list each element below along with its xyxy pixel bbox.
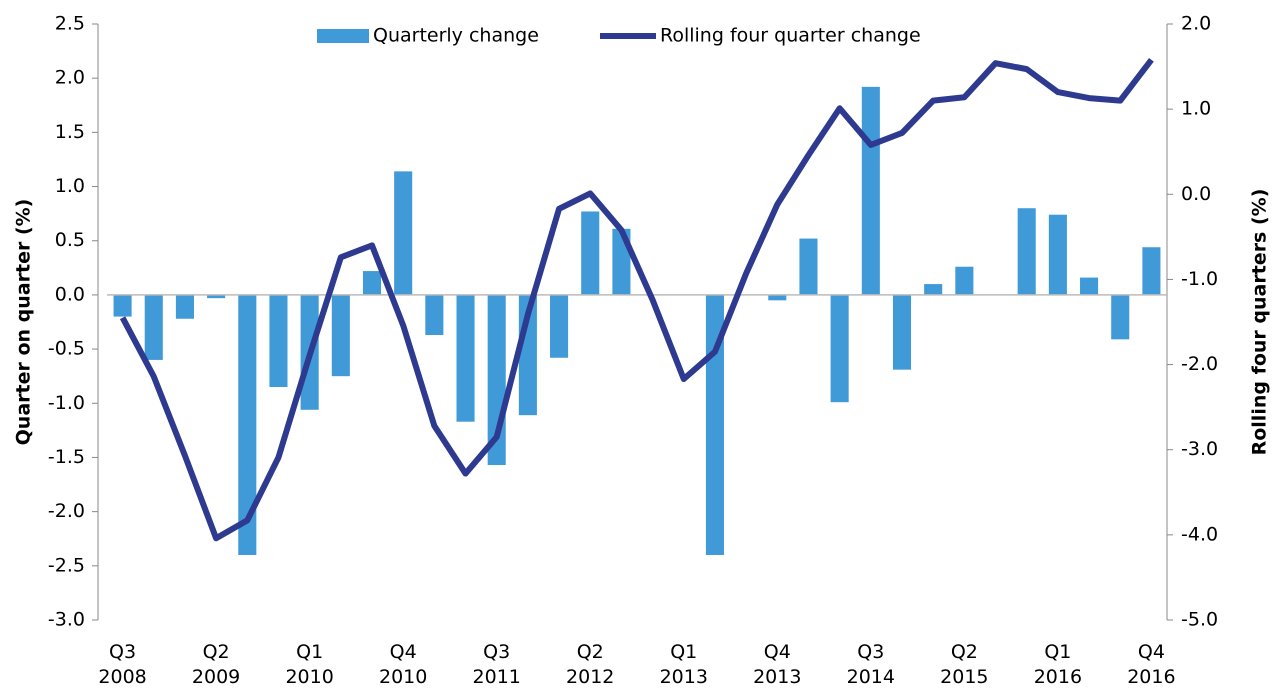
y2-tick-label: 0.0 (1181, 183, 1211, 205)
bar (924, 284, 943, 295)
x-tick-label: Q3 2011 (472, 641, 521, 688)
x-tick-label: Q4 2016 (1127, 641, 1176, 688)
y-tick-label: 0.5 (55, 229, 85, 251)
y-tick-label: 2.0 (55, 67, 85, 89)
bar (456, 294, 475, 422)
bar (175, 294, 194, 319)
bar (144, 294, 163, 360)
legend-swatch (317, 29, 369, 43)
bar (1111, 294, 1130, 340)
line (119, 57, 1154, 542)
legend-label: Quarterly change (373, 25, 539, 47)
y-tick-label: -3.0 (48, 609, 85, 631)
y2-tick-label: -3.0 (1181, 438, 1218, 460)
x-tick-label: Q1 2013 (659, 641, 708, 688)
bar (705, 294, 724, 555)
y-tick-label: -2.5 (48, 554, 85, 576)
y2-tick-label: -1.0 (1181, 268, 1218, 290)
y2-axis-title: Rolling four quarters (%) (1249, 189, 1271, 456)
bar (394, 171, 413, 295)
bar (269, 294, 288, 388)
bar (1048, 214, 1067, 295)
x-tick-label: Q1 2016 (1033, 641, 1083, 688)
bar (955, 266, 974, 295)
bar (768, 294, 787, 301)
x-tick-label: Q4 2010 (378, 641, 428, 688)
y2-tick-label: -5.0 (1181, 609, 1218, 631)
x-tick-label: Q2 2009 (191, 641, 241, 688)
x-tick-label: Q4 2013 (753, 641, 802, 688)
bar (581, 211, 600, 295)
bar (861, 86, 880, 295)
y-tick-label: -0.5 (48, 338, 85, 360)
y-tick-label: 0.0 (55, 283, 85, 305)
y2-tick-label: 1.0 (1181, 98, 1211, 120)
y2-tick-label: -2.0 (1181, 353, 1218, 375)
bar (830, 294, 849, 403)
y-axis-title: Quarter on quarter (%) (13, 199, 35, 446)
x-tick-label: Q3 2008 (98, 641, 147, 688)
bar (550, 294, 569, 358)
y-tick-label: 1.5 (55, 121, 85, 143)
bar (331, 294, 350, 377)
y-tick-label: 1.0 (55, 175, 85, 197)
bar (207, 294, 226, 299)
bar (425, 294, 444, 336)
bar (238, 294, 257, 555)
y-tick-label: -2.0 (48, 500, 85, 522)
bar (1142, 247, 1161, 295)
x-tick-label: Q2 2012 (566, 641, 615, 688)
bar (799, 238, 818, 295)
y-tick-label: -1.5 (48, 446, 85, 468)
x-tick-label: Q2 2015 (940, 641, 989, 688)
bar (1080, 277, 1099, 295)
bar (892, 294, 912, 370)
y-tick-label: 2.5 (55, 13, 85, 35)
y2-tick-label: -4.0 (1181, 523, 1218, 545)
x-tick-label: Q1 2010 (285, 641, 334, 688)
bar (362, 271, 382, 295)
bar (113, 294, 132, 317)
y2-tick-label: 2.0 (1181, 13, 1211, 35)
legend-label: Rolling four quarter change (660, 25, 921, 47)
x-tick-label: Q3 2014 (846, 641, 895, 688)
bar (1017, 208, 1036, 295)
y-tick-label: -1.0 (48, 392, 85, 414)
